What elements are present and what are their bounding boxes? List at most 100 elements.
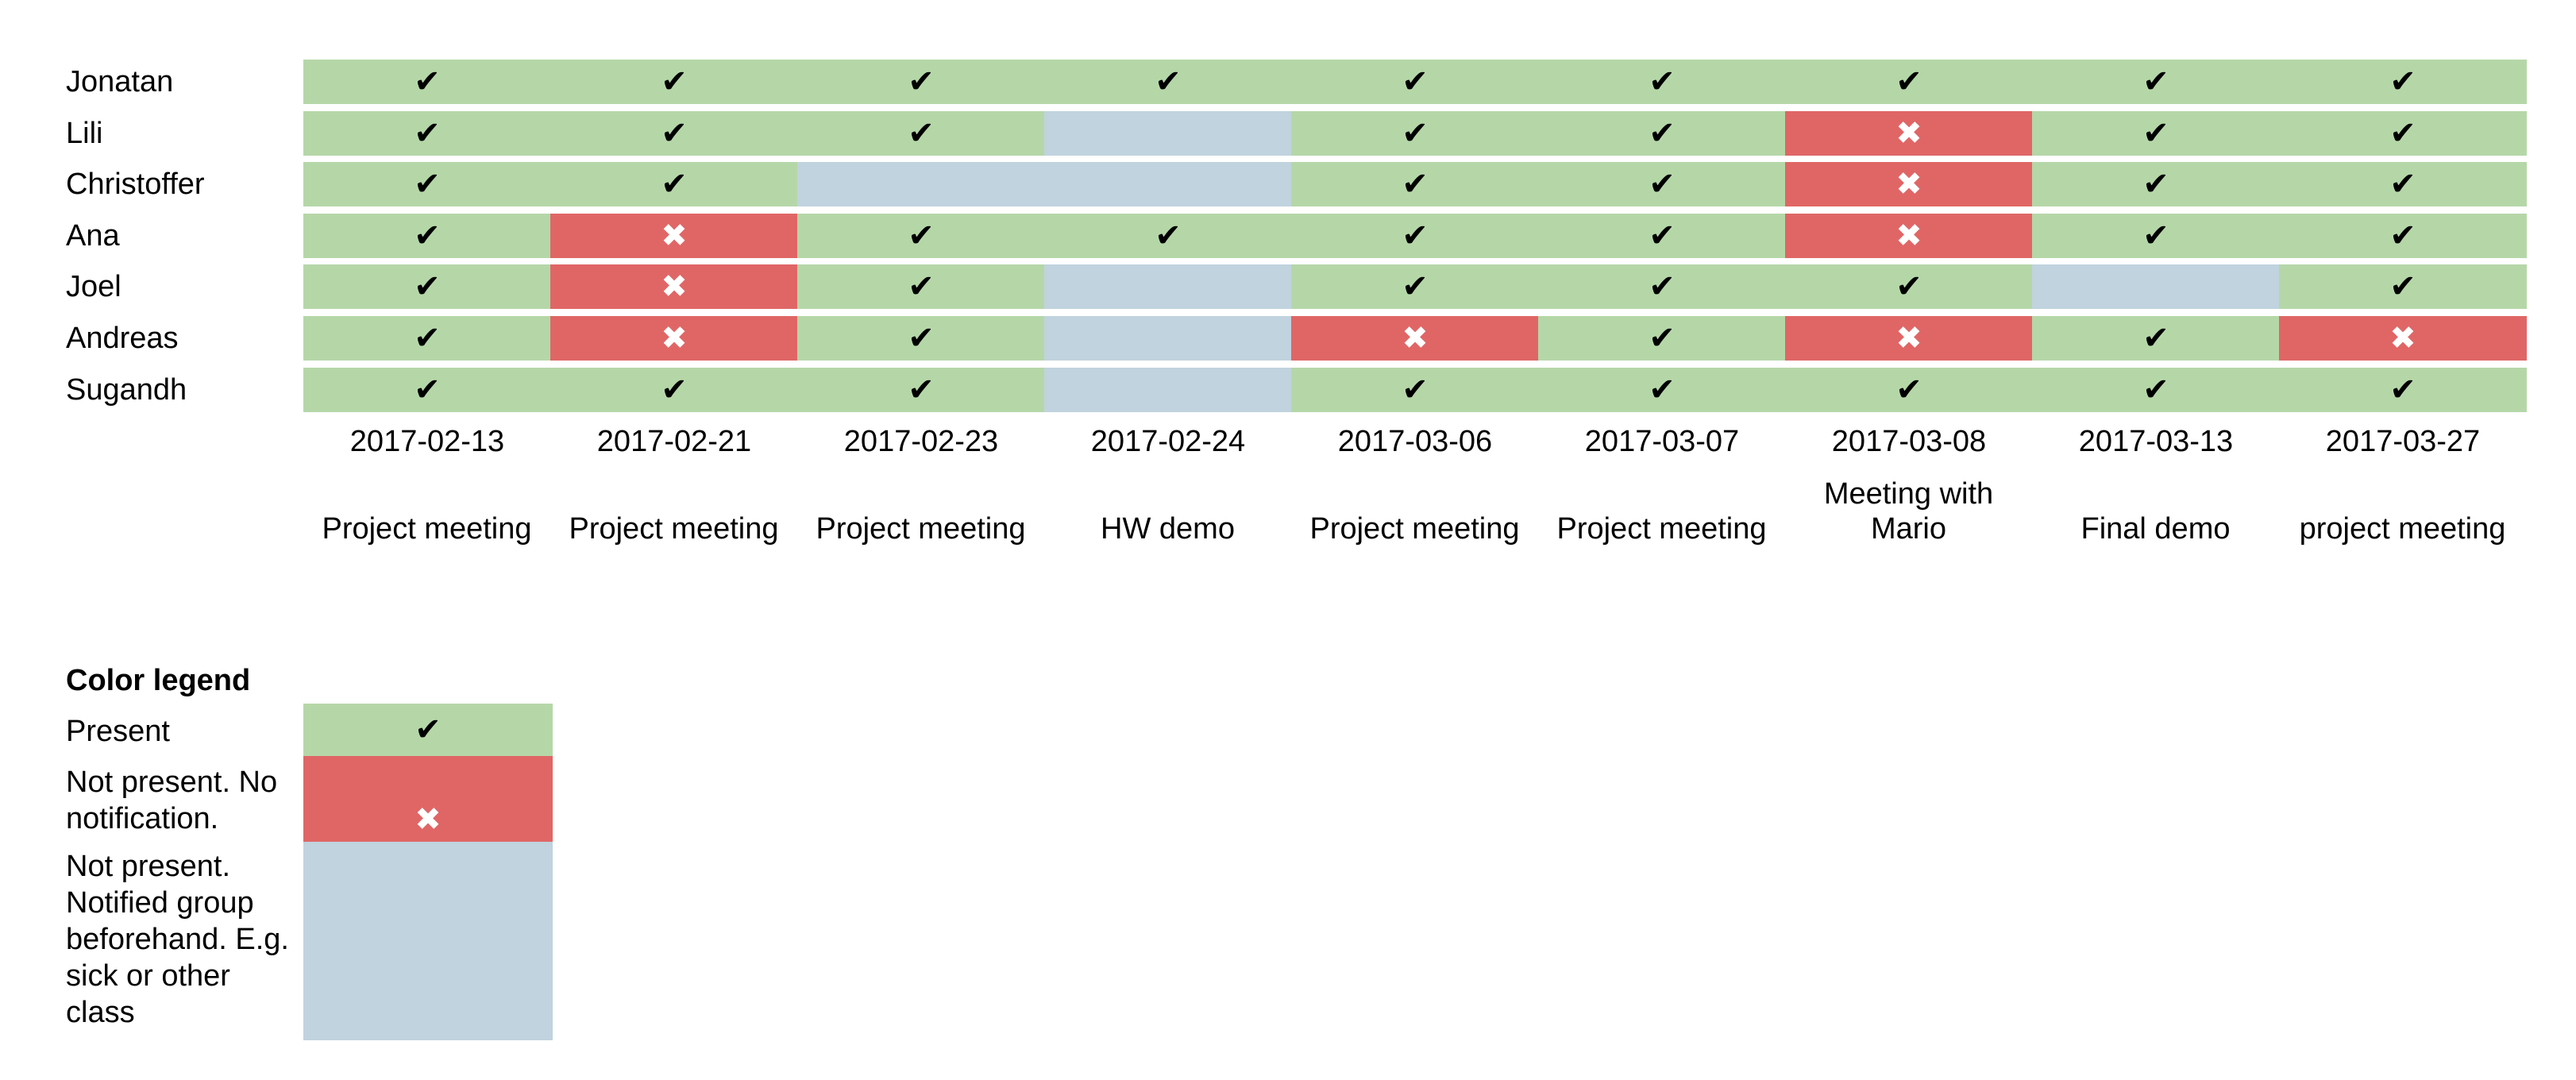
- attendance-cell: ✔: [797, 367, 1045, 412]
- check-icon: ✔: [1895, 371, 1922, 408]
- check-icon: ✔: [661, 166, 688, 203]
- legend-label: Present: [66, 715, 170, 748]
- attendance-cell: ✔: [2279, 110, 2527, 156]
- check-icon: ✔: [2389, 114, 2416, 152]
- person-label: Andreas: [66, 322, 179, 355]
- person-label: Lili: [66, 116, 103, 150]
- cross-icon: ✖: [661, 320, 688, 357]
- check-icon: ✔: [1402, 166, 1429, 203]
- check-icon: ✔: [1649, 320, 1676, 357]
- check-icon: ✔: [1155, 217, 1182, 254]
- check-icon: ✔: [661, 64, 688, 100]
- check-icon: ✔: [661, 371, 688, 408]
- attendance-cell: ✔: [797, 264, 1045, 310]
- attendance-cell: ✔: [1291, 213, 1539, 258]
- check-icon: ✔: [414, 371, 441, 408]
- person-label: Sugandh: [66, 372, 187, 407]
- attendance-cell: ✖: [550, 264, 798, 310]
- attendance-cell: ✔: [303, 60, 551, 104]
- check-icon: ✔: [1402, 217, 1429, 254]
- attendance-cell: ✔: [550, 60, 798, 104]
- person-label: Ana: [66, 218, 120, 253]
- check-icon: ✔: [908, 371, 935, 408]
- attendance-cell: ✔: [797, 316, 1045, 361]
- check-icon: ✔: [2389, 166, 2416, 203]
- attendance-cell: ✖: [1291, 316, 1539, 361]
- person-label: Jonatan: [66, 65, 174, 98]
- check-icon: ✔: [2142, 320, 2169, 357]
- check-icon: ✔: [908, 268, 935, 306]
- attendance-cell: ✔: [2032, 367, 2280, 412]
- attendance-cell: ✔: [1538, 213, 1786, 258]
- date-label: 2017-03-27: [2325, 425, 2481, 458]
- attendance-cell: ✔: [550, 110, 798, 156]
- check-icon: ✔: [908, 114, 935, 152]
- legend-swatch-notified: [303, 842, 553, 1040]
- check-icon: ✔: [414, 268, 441, 306]
- legend-swatch-present: ✔: [303, 704, 553, 756]
- cross-icon: ✖: [1402, 320, 1429, 357]
- attendance-cell: ✔: [1291, 60, 1539, 104]
- legend-label: Not present. No notification.: [66, 766, 278, 835]
- event-label: Final demo: [2080, 512, 2231, 546]
- check-icon: ✔: [2142, 217, 2169, 254]
- attendance-cell: ✔: [2279, 367, 2527, 412]
- cross-icon: ✖: [1895, 114, 1922, 152]
- check-icon: ✔: [1649, 64, 1676, 100]
- legend-swatch-absent: ✖: [303, 756, 553, 842]
- check-icon: ✔: [1155, 64, 1182, 100]
- attendance-cell: ✔: [303, 367, 551, 412]
- check-icon: ✔: [1402, 268, 1429, 306]
- attendance-cell: ✔: [1044, 213, 1292, 258]
- attendance-cell: ✔: [1785, 367, 2033, 412]
- check-icon: ✔: [2389, 217, 2416, 254]
- event-label: HW demo: [1101, 512, 1235, 546]
- check-icon: ✔: [414, 217, 441, 254]
- attendance-cell: ✔: [2279, 60, 2527, 104]
- attendance-cell: ✖: [550, 316, 798, 361]
- attendance-cell: ✔: [550, 162, 798, 207]
- event-label: project meeting: [2299, 512, 2506, 546]
- attendance-cell: ✔: [303, 110, 551, 156]
- person-label: Joel: [66, 270, 121, 304]
- cross-icon: ✖: [1895, 166, 1922, 203]
- check-icon: ✔: [2142, 166, 2169, 203]
- attendance-cell: ✔: [1785, 60, 2033, 104]
- attendance-cell: ✔: [1538, 162, 1786, 207]
- date-label: 2017-02-13: [349, 425, 505, 458]
- cross-icon: ✖: [415, 801, 442, 838]
- check-icon: ✔: [414, 320, 441, 357]
- event-label: Project meeting: [569, 512, 779, 546]
- attendance-cell: ✖: [550, 213, 798, 258]
- check-icon: ✔: [1649, 268, 1676, 306]
- attendance-cell: ✔: [2279, 213, 2527, 258]
- attendance-cell: ✔: [303, 264, 551, 310]
- attendance-cell: ✔: [550, 367, 798, 412]
- date-label: 2017-03-06: [1337, 425, 1493, 458]
- check-icon: ✔: [1402, 114, 1429, 152]
- attendance-cell: ✔: [2279, 264, 2527, 310]
- attendance-cell: [797, 162, 1045, 207]
- legend-label: Not present. Notified group beforehand. …: [66, 850, 289, 1029]
- event-label: Project meeting: [1556, 512, 1767, 546]
- check-icon: ✔: [414, 64, 441, 100]
- attendance-cell: [1044, 110, 1292, 156]
- attendance-cell: ✔: [1538, 367, 1786, 412]
- attendance-cell: ✖: [2279, 316, 2527, 361]
- attendance-cell: ✖: [1785, 162, 2033, 207]
- check-icon: ✔: [415, 712, 442, 748]
- check-icon: ✔: [1402, 371, 1429, 408]
- check-icon: ✔: [1649, 371, 1676, 408]
- attendance-cell: ✔: [1785, 264, 2033, 310]
- check-icon: ✔: [2389, 64, 2416, 100]
- check-icon: ✔: [908, 217, 935, 254]
- check-icon: ✔: [2142, 64, 2169, 100]
- attendance-cell: ✖: [1785, 110, 2033, 156]
- attendance-cell: ✔: [2032, 213, 2280, 258]
- attendance-cell: [1044, 264, 1292, 310]
- check-icon: ✔: [1649, 217, 1676, 254]
- attendance-cell: [1044, 316, 1292, 361]
- check-icon: ✔: [2142, 114, 2169, 152]
- attendance-cell: ✔: [797, 213, 1045, 258]
